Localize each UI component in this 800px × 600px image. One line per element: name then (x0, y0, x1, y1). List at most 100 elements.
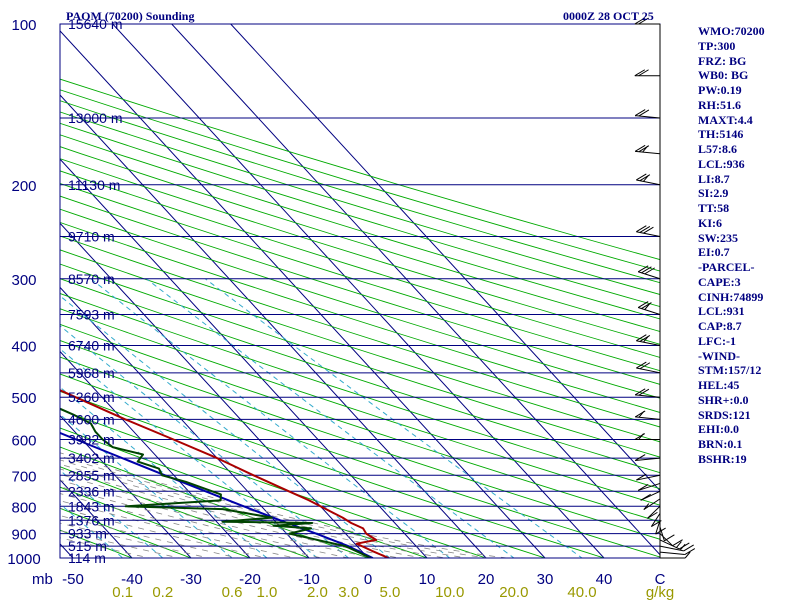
dry-adiabat-line (60, 78, 660, 261)
stat-item: CINH:74899 (698, 289, 764, 304)
temperature-tick-label: 10 (419, 571, 436, 588)
wind-barb (634, 410, 661, 420)
pressure-tick-label: 600 (11, 433, 36, 450)
height-label: 5968 m (68, 365, 115, 381)
stat-item: SI:2.9 (698, 186, 729, 201)
mixing-ratio-line (204, 278, 583, 558)
pressure-tick-label: 200 (11, 178, 36, 195)
dry-adiabat-line (60, 235, 660, 428)
dry-adiabat-line (60, 278, 660, 474)
wind-barb (659, 526, 675, 542)
isotherm-line (60, 94, 487, 558)
stat-item: TH:5146 (698, 127, 744, 142)
dry-adiabat-line (60, 466, 311, 558)
dewpoint-trace (60, 407, 372, 558)
isotherm-line (60, 222, 369, 558)
stat-item: STM:157/12 (698, 363, 762, 378)
pressure-tick-label: 800 (11, 499, 36, 516)
isotherm-line (60, 286, 310, 558)
stat-item: EI:0.7 (698, 245, 730, 260)
dry-adiabat-line (60, 158, 660, 345)
moist-adiabat-line (60, 486, 351, 558)
height-label: 1376 m (68, 512, 115, 528)
isotherm-line (60, 30, 546, 558)
wind-barb (634, 144, 661, 155)
mixing-ratio-line (60, 295, 391, 558)
temperature-tick-label: 40 (596, 571, 613, 588)
stat-item: LCL:931 (698, 304, 745, 319)
isotherm-line (60, 350, 251, 558)
dry-adiabat-line (60, 208, 660, 399)
temperature-tick-label: -40 (121, 571, 143, 588)
dry-adiabat-line (60, 390, 547, 558)
wind-barb (634, 388, 661, 398)
dry-adiabat-line (60, 89, 660, 272)
moist-adiabat-line (60, 522, 211, 558)
pressure-tick-label: 700 (11, 468, 36, 485)
mixing-ratio-line (60, 348, 319, 558)
mixing-ratio-tick-label: 0.2 (152, 584, 173, 600)
stat-item: PW:0.19 (698, 83, 742, 97)
mixing-ratio-line (146, 278, 515, 558)
wind-barb (634, 433, 660, 441)
stat-item: MAXT:4.4 (698, 112, 753, 127)
wind-barb (636, 334, 661, 346)
pressure-unit-label: mb (32, 571, 53, 588)
dry-adiabat-line (60, 293, 660, 490)
stat-item: L57:8.6 (698, 142, 737, 156)
stat-item: FRZ: BG (698, 53, 747, 68)
dry-adiabat-line (60, 111, 660, 295)
temperature-tick-label: 20 (478, 571, 495, 588)
stat-item: LI:8.7 (698, 171, 730, 186)
mixing-ratio-tick-label: 40.0 (567, 584, 596, 600)
temperature-tick-label: -30 (180, 571, 202, 588)
dry-adiabat-line (60, 249, 660, 443)
temperature-trace (60, 389, 389, 558)
chart-title: PAOM (70200) Sounding (66, 9, 195, 23)
stat-item: SW:235 (698, 230, 739, 245)
wind-barb (650, 513, 662, 527)
wind-barb (647, 505, 661, 519)
pressure-tick-label: 400 (11, 339, 36, 356)
mixing-ratio-tick-label: 3.0 (338, 584, 359, 600)
wind-barb (637, 265, 661, 280)
wind-barb (634, 17, 660, 25)
height-label: 3402 m (68, 450, 115, 466)
stat-item: TP:300 (698, 38, 736, 53)
isotherm-line (112, 24, 605, 558)
stat-item: HEL:45 (698, 378, 740, 392)
pressure-tick-label: 500 (11, 390, 36, 407)
dry-adiabat-line (60, 408, 488, 558)
height-label: 114 m (68, 550, 106, 566)
wind-barb (637, 482, 661, 491)
wind-barb (636, 473, 661, 481)
mixing-ratio-tick-label: 20.0 (499, 584, 528, 600)
height-label: 13000 m (68, 110, 122, 126)
mixing-ratio-tick-label: 10.0 (435, 584, 464, 600)
wind-barb (659, 539, 690, 550)
height-label: 3982 m (68, 432, 115, 448)
dry-adiabat-line (60, 146, 660, 332)
dry-adiabat-line (60, 356, 660, 558)
moist-adiabat-line (60, 493, 324, 558)
stat-item: TT:58 (698, 201, 730, 215)
height-label: 7593 m (68, 307, 115, 323)
stat-item: SRDS:121 (698, 407, 751, 422)
mixing-ratio-tick-label: 0.6 (222, 584, 243, 600)
dry-adiabat-line (60, 308, 660, 506)
isotherm-line (171, 24, 660, 556)
stat-item: -PARCEL- (698, 260, 755, 274)
dry-adiabat-line (60, 427, 429, 558)
stat-item: BRN:0.1 (698, 437, 743, 451)
stat-item: WMO:70200 (698, 24, 765, 38)
stat-item: CAPE:3 (698, 274, 741, 289)
mixing-ratio-line (60, 386, 268, 558)
isotherm-line (60, 414, 192, 558)
dry-adiabat-line (60, 373, 606, 558)
stat-item: CAP:8.7 (698, 319, 742, 333)
mixing-ratio-tick-label: 2.0 (307, 584, 328, 600)
stat-item: LFC:-1 (698, 333, 736, 348)
wind-barb (643, 498, 661, 511)
wind-barb (634, 454, 661, 462)
